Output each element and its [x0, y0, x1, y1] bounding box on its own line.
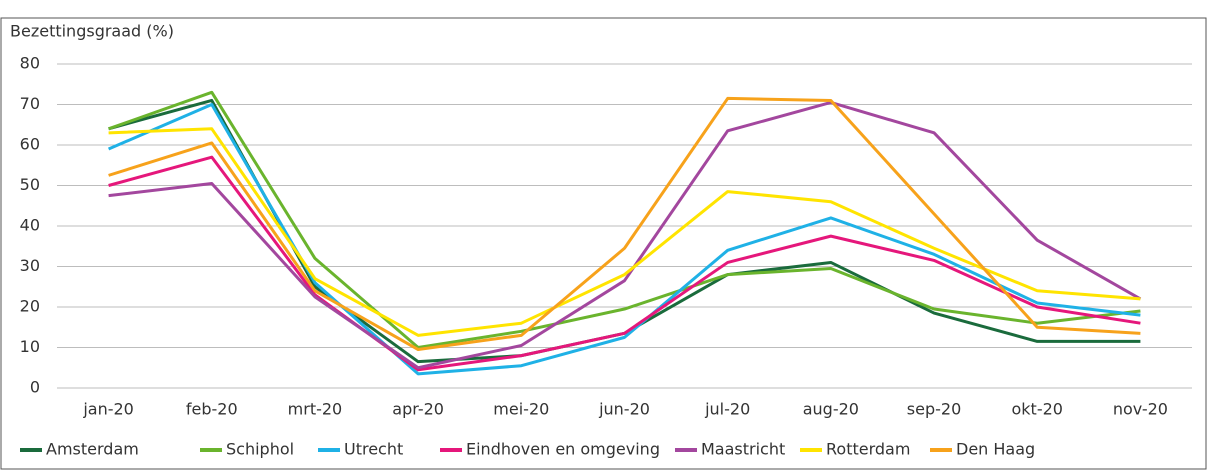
legend-label: Eindhoven en omgeving — [466, 440, 660, 459]
y-tick-label: 80 — [20, 54, 40, 73]
y-tick-label: 70 — [20, 94, 40, 113]
legend-label: Rotterdam — [826, 440, 910, 459]
x-tick-label: mei-20 — [493, 400, 549, 419]
series-line — [108, 100, 1142, 370]
x-tick-label: jul-20 — [704, 400, 750, 419]
x-tick-label: feb-20 — [186, 400, 238, 419]
x-tick-label: okt-20 — [1011, 400, 1062, 419]
x-tick-label: mrt-20 — [288, 400, 343, 419]
x-tick-label: sep-20 — [907, 400, 961, 419]
legend-label: Utrecht — [344, 440, 403, 459]
y-tick-label: 60 — [20, 135, 40, 154]
frame — [0, 17, 1207, 470]
x-tick-label: apr-20 — [392, 400, 444, 419]
series-line — [108, 98, 1141, 364]
y-tick-label: 10 — [20, 337, 40, 356]
series-line — [108, 96, 1141, 352]
x-tick-label: nov-20 — [1113, 400, 1168, 419]
series-line — [108, 127, 1141, 337]
x-tick-label: aug-20 — [803, 400, 859, 419]
legend-label: Amsterdam — [46, 440, 139, 459]
y-tick-label: 50 — [20, 175, 40, 194]
y-axis-label: Bezettingsgraad (%) — [10, 22, 174, 41]
x-tick-label: jan-20 — [82, 400, 134, 419]
series-line — [108, 90, 1141, 349]
series-line — [108, 155, 1141, 372]
legend-label: Den Haag — [956, 440, 1035, 459]
series-line — [107, 103, 1141, 376]
x-tick-label: jun-20 — [598, 400, 650, 419]
y-tick-label: 0 — [30, 378, 40, 397]
legend-label: Maastricht — [701, 440, 785, 459]
y-tick-label: 30 — [20, 256, 40, 275]
y-tick-label: 40 — [20, 216, 40, 235]
y-tick-label: 20 — [20, 297, 40, 316]
legend-label: Schiphol — [226, 440, 294, 459]
